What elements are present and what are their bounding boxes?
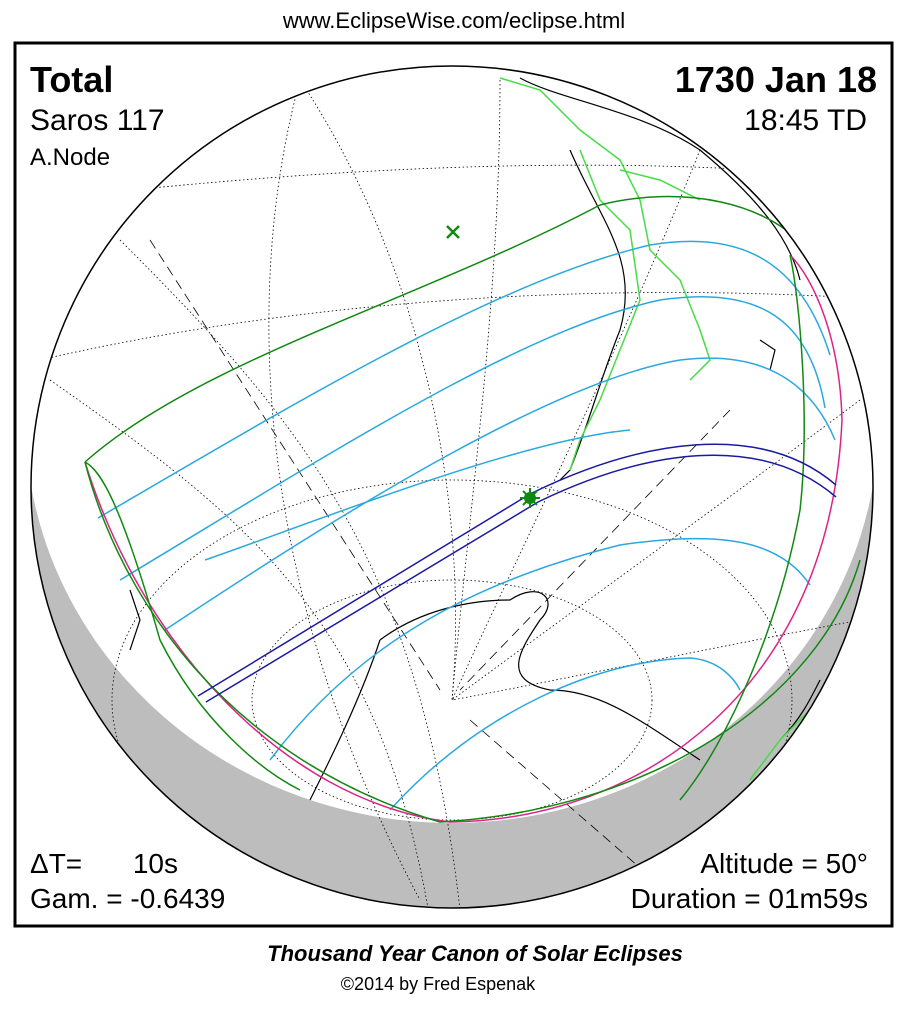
- eclipse-type: Total: [30, 59, 113, 100]
- credit: ©2014 by Fred Espenak: [341, 974, 536, 994]
- eclipse-date: 1730 Jan 18: [675, 59, 877, 100]
- time: 18:45 TD: [744, 104, 867, 137]
- saros: Saros 117: [30, 104, 165, 137]
- path-of-totality: [197, 443, 837, 703]
- borders: [499, 77, 811, 781]
- greatest-eclipse: [520, 488, 540, 508]
- delta-t-label: ΔT=: [30, 848, 82, 879]
- delta-t-value: 10s: [133, 848, 178, 879]
- gamma: Gam. = -0.6439: [30, 883, 225, 914]
- graticule: [39, 79, 873, 908]
- penumbral-limits: [97, 240, 836, 811]
- sub-solar-point: [446, 225, 460, 239]
- url: www.EclipseWise.com/eclipse.html: [282, 8, 625, 33]
- globe-outline: [30, 65, 874, 909]
- duration: Duration = 01m59s: [631, 883, 868, 914]
- altitude: Altitude = 50°: [700, 848, 868, 879]
- footer-title: Thousand Year Canon of Solar Eclipses: [267, 941, 683, 966]
- outer-limits: [84, 195, 861, 823]
- node: A.Node: [30, 144, 110, 171]
